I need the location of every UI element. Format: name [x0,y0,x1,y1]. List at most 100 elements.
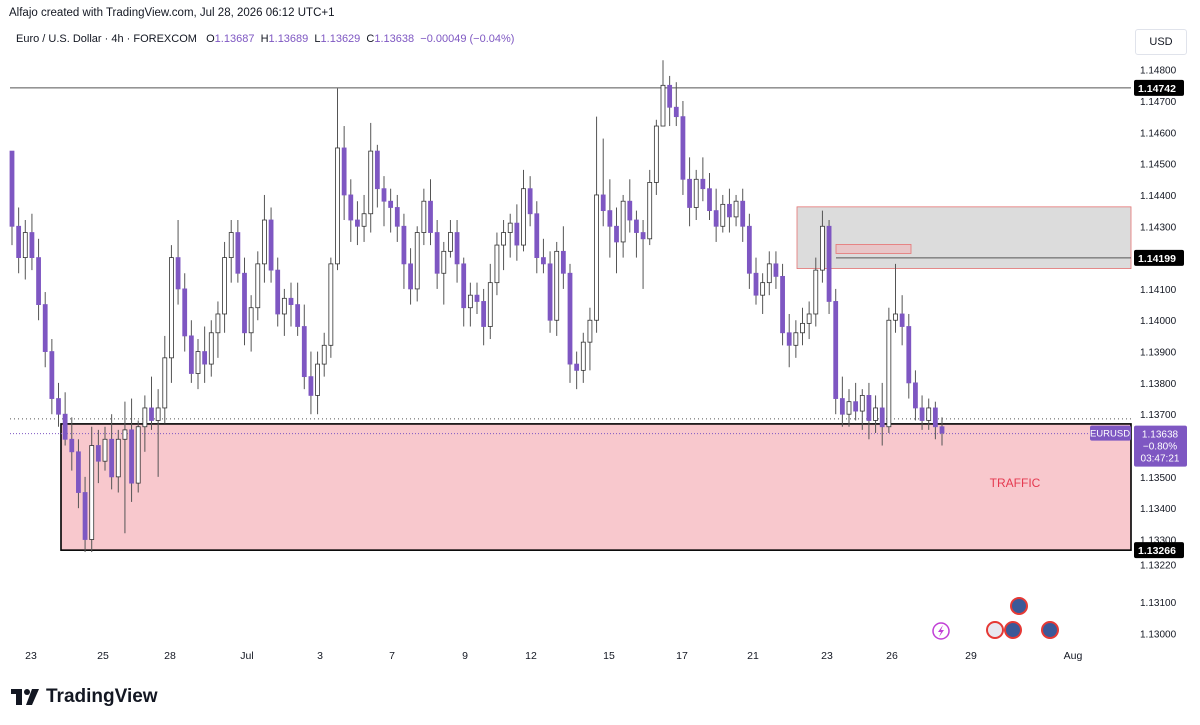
candle[interactable] [461,257,467,327]
candle[interactable] [567,263,573,383]
candle[interactable] [746,213,752,289]
supply-zone[interactable] [796,206,1132,269]
candle[interactable] [713,188,719,242]
candle[interactable] [262,194,267,283]
candle[interactable] [308,351,314,415]
candle[interactable] [866,382,872,440]
candle[interactable] [248,295,254,352]
candle[interactable] [102,426,108,471]
candle[interactable] [175,220,181,305]
eu-event-icon[interactable] [1041,621,1059,639]
candle[interactable] [408,248,413,305]
candle[interactable] [268,207,274,283]
footer-brand[interactable]: TradingView [10,684,158,710]
candle[interactable] [9,150,15,246]
symbol-tag[interactable]: EURUSD [1090,429,1130,440]
candle[interactable] [288,282,294,327]
candle[interactable] [673,82,679,127]
candle[interactable] [381,176,387,227]
candle[interactable] [195,339,201,390]
candle[interactable] [873,395,878,434]
candle[interactable] [640,220,646,289]
candle[interactable] [932,401,938,440]
candle[interactable] [109,414,115,490]
candle[interactable] [162,335,168,424]
candle[interactable] [766,251,772,296]
candle[interactable] [428,179,433,246]
candle[interactable] [215,301,221,358]
candle[interactable] [202,326,208,383]
last-price-badge[interactable] [1134,425,1187,467]
candle[interactable] [587,307,593,371]
candle[interactable] [49,339,55,415]
candle[interactable] [740,188,746,242]
candle[interactable] [913,370,918,421]
candle[interactable] [82,476,88,553]
candle[interactable] [707,173,712,221]
candle[interactable] [481,288,487,346]
candle[interactable] [255,251,261,321]
candle[interactable] [169,245,174,383]
candle[interactable] [328,257,334,358]
candle[interactable] [76,439,81,509]
candle[interactable] [474,282,480,314]
candle[interactable] [335,88,340,271]
candle[interactable] [634,210,639,258]
candle[interactable] [667,75,673,127]
candle[interactable] [879,382,885,446]
candle[interactable] [534,201,540,274]
symbol-legend[interactable]: Euro / U.S. Dollar · 4h · FOREXCOM O1.13… [16,33,514,45]
candle[interactable] [806,301,812,340]
candle[interactable] [527,176,533,227]
candle[interactable] [149,376,154,430]
candle[interactable] [56,382,61,427]
candle[interactable] [368,122,374,233]
candle[interactable] [680,100,686,195]
candle[interactable] [614,207,619,274]
candle[interactable] [321,332,327,377]
candle[interactable] [95,429,101,484]
candle[interactable] [467,282,473,327]
candle[interactable] [939,417,945,446]
candle[interactable] [753,257,759,305]
candle[interactable] [773,251,779,289]
candle[interactable] [720,194,726,233]
candle[interactable] [454,220,460,283]
candle[interactable] [155,389,161,477]
candle[interactable] [653,119,659,195]
candle[interactable] [62,392,68,446]
eu-event-icon[interactable] [1010,597,1028,615]
candle[interactable] [574,351,580,390]
candle[interactable] [315,351,320,415]
candle[interactable] [687,157,692,227]
candle[interactable] [228,220,234,283]
candle[interactable] [487,263,493,340]
candle[interactable] [919,395,925,430]
candle[interactable] [547,251,553,333]
candle[interactable] [122,401,128,534]
candle[interactable] [361,194,367,242]
candle[interactable] [660,60,666,127]
candle[interactable] [826,220,832,314]
candle[interactable] [301,304,307,390]
candle[interactable] [846,389,852,427]
candle[interactable] [560,226,566,289]
candle[interactable] [727,188,732,233]
candle[interactable] [800,307,805,346]
candle[interactable] [760,273,766,314]
candle[interactable] [242,257,247,346]
candle[interactable] [355,201,360,246]
candle[interactable] [620,194,626,258]
candle[interactable] [906,313,912,399]
candle[interactable] [188,320,194,383]
candle[interactable] [22,220,28,280]
candle[interactable] [222,241,227,333]
candle[interactable] [833,288,839,415]
candle[interactable] [647,169,653,246]
candle[interactable] [441,241,447,305]
candle[interactable] [507,213,513,258]
candle[interactable] [780,263,785,346]
candle[interactable] [421,188,427,246]
candle[interactable] [208,320,214,377]
